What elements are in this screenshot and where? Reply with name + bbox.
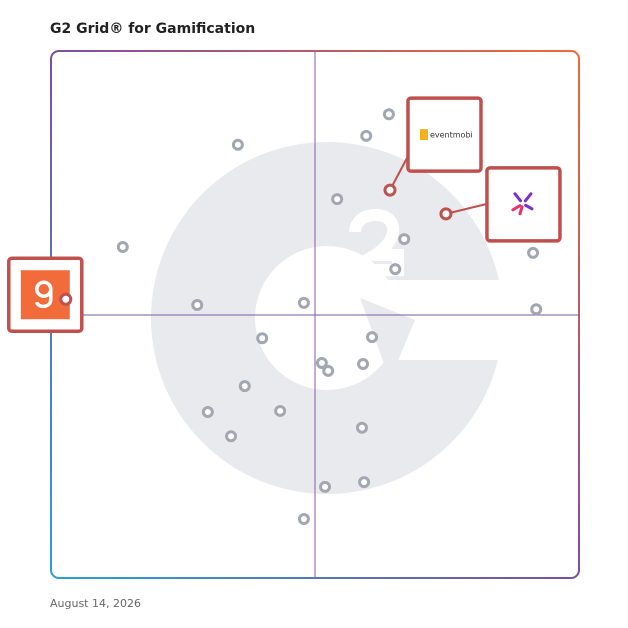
callout-line [445, 202, 488, 215]
data-point [256, 332, 269, 345]
logo-icon [35, 288, 53, 309]
featured-point [439, 207, 453, 221]
date: August 14, 2026 [50, 597, 141, 610]
data-point [274, 404, 287, 417]
data-point [360, 129, 373, 142]
data-point [527, 246, 540, 259]
featured-point [59, 292, 73, 306]
logo-icon [523, 192, 533, 203]
logo-icon [524, 203, 534, 211]
featured-point [383, 183, 397, 197]
data-point [366, 331, 379, 344]
data-point [322, 364, 335, 377]
data-point [225, 430, 238, 443]
data-point [315, 356, 328, 369]
data-point [382, 108, 395, 121]
data-point [319, 480, 332, 493]
data-point [530, 303, 543, 316]
data-point [201, 405, 214, 418]
data-point [191, 299, 204, 312]
data-point [389, 263, 402, 276]
data-point [357, 358, 370, 371]
data-point [331, 193, 344, 206]
data-point [398, 233, 411, 246]
logo-icon [513, 192, 523, 203]
data-point [297, 512, 310, 525]
logo-icon [419, 129, 428, 141]
logo-icon [518, 205, 524, 216]
callout-box [406, 96, 483, 173]
data-point [297, 296, 310, 309]
data-point [231, 138, 244, 151]
callout-box [485, 166, 562, 243]
data-point [116, 241, 129, 254]
data-point [358, 476, 371, 489]
watermark [151, 142, 507, 494]
data-point [238, 380, 251, 393]
logo-icon [511, 204, 522, 212]
data-point [355, 421, 368, 434]
logo-text: eventmobi [430, 131, 473, 140]
chart-title: G2 Grid® for Gamification [50, 21, 255, 37]
